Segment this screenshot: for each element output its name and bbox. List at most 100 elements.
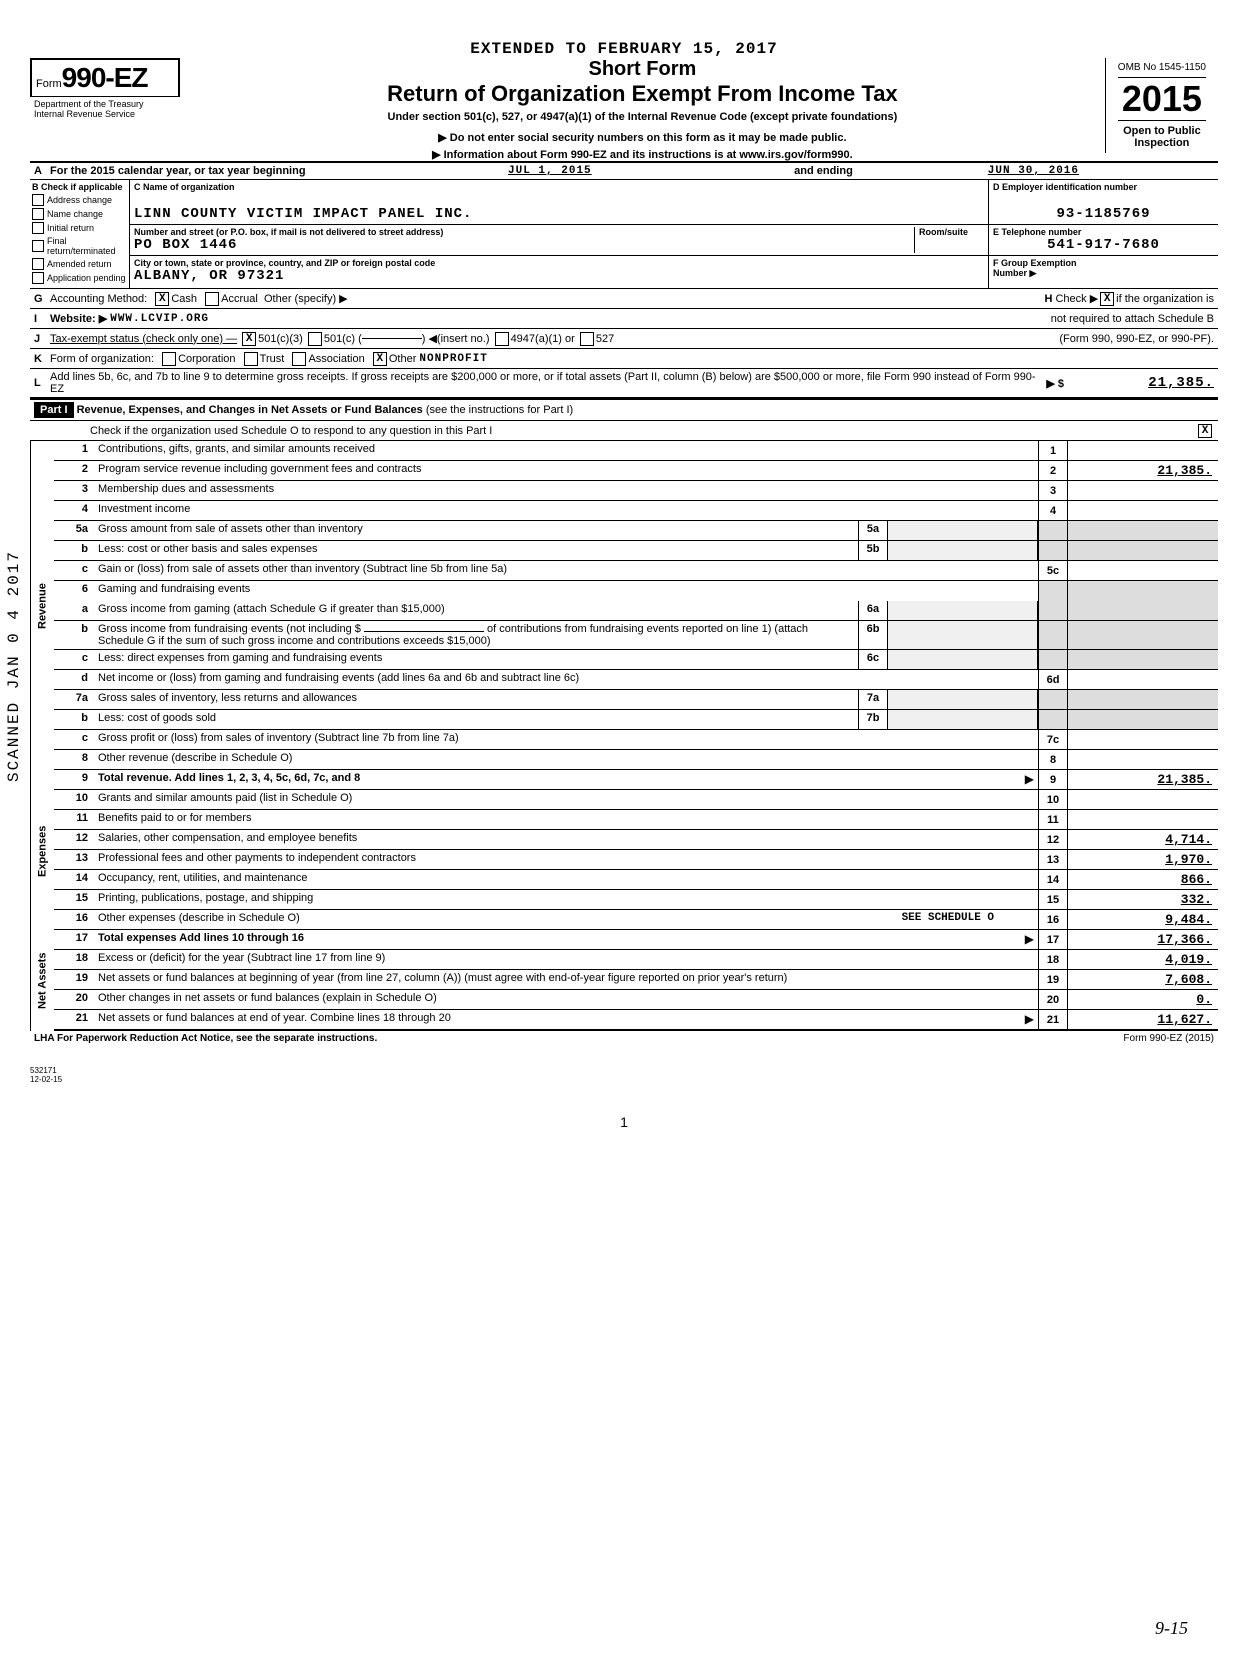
handwritten-note: 9-15 [1155,1618,1188,1639]
omb-number: OMB No 1545-1150 [1118,62,1206,78]
row-h-continued: not required to attach Schedule B [1051,313,1214,325]
extended-header: EXTENDED TO FEBRUARY 15, 2017 [30,40,1218,58]
checkbox-4947[interactable] [495,332,509,346]
addr-label: Number and street (or P.O. box, if mail … [134,227,914,237]
subtitle: Under section 501(c), 527, or 4947(a)(1)… [190,111,1095,123]
checkbox-trust[interactable] [244,352,258,366]
line-13: 13Professional fees and other payments t… [54,850,1218,870]
checkbox-accrual[interactable] [205,292,219,306]
checkbox-527[interactable] [580,332,594,346]
checkbox-501c3[interactable]: X [242,332,256,346]
line-21: 21Net assets or fund balances at end of … [54,1010,1218,1031]
line-17: 17Total expenses Add lines 10 through 16… [54,930,1218,950]
line-15: 15Printing, publications, postage, and s… [54,890,1218,910]
revenue-label: Revenue [30,441,54,771]
side-scanned-stamp: SCANNED JAN 0 4 2017 [5,550,23,782]
line-21-value: 11,627. [1068,1010,1218,1029]
row-a-label: For the 2015 calendar year, or tax year … [50,165,306,177]
line-5a: 5aGross amount from sale of assets other… [54,521,1218,541]
line-11: 11Benefits paid to or for members11 [54,810,1218,830]
line-5b: bLess: cost or other basis and sales exp… [54,541,1218,561]
line-6c: cLess: direct expenses from gaming and f… [54,650,1218,670]
line-12: 12Salaries, other compensation, and empl… [54,830,1218,850]
page-number: 1 [30,1114,1218,1130]
checkbox-cash[interactable]: X [155,292,169,306]
line-19: 19Net assets or fund balances at beginni… [54,970,1218,990]
checkbox-amended[interactable]: Amended return [32,258,127,270]
dept-block: Department of the Treasury Internal Reve… [30,96,180,121]
line-14-value: 866. [1068,870,1218,889]
form-ref: Form 990-EZ (2015) [1123,1033,1214,1044]
col-de: D Employer identification number 93-1185… [988,180,1218,288]
room-suite-label: Room/suite [914,227,984,253]
line-14: 14Occupancy, rent, utilities, and mainte… [54,870,1218,890]
part1-title: Revenue, Expenses, and Changes in Net As… [77,404,423,416]
line-18: 18Excess or (deficit) for the year (Subt… [54,950,1218,970]
ein-value: 93-1185769 [993,206,1214,222]
other-org-value: NONPROFIT [419,353,487,365]
part1-header: Part I Revenue, Expenses, and Changes in… [30,398,1218,421]
row-j: J Tax-exempt status (check only one) — X… [30,329,1218,349]
checkbox-app-pending[interactable]: Application pending [32,272,127,284]
footer: LHA For Paperwork Reduction Act Notice, … [30,1031,1218,1046]
group-exempt-number: Number ▶ [993,268,1214,279]
dept-line1: Department of the Treasury [34,99,176,109]
line-16: 16Other expenses (describe in Schedule O… [54,910,1218,930]
org-city: ALBANY, OR 97321 [134,268,984,284]
checkbox-final-return[interactable]: Final return/terminated [32,236,127,256]
row-k: K Form of organization: Corporation Trus… [30,349,1218,369]
org-name-label: C Name of organization [134,182,984,192]
form-number: 990-EZ [62,62,148,94]
tax-year-begin: JUL 1, 2015 [508,165,592,177]
row-h-text: if the organization is [1116,293,1214,305]
checkbox-address-change[interactable]: Address change [32,194,127,206]
line-6a: aGross income from gaming (attach Schedu… [54,601,1218,621]
row-a: A For the 2015 calendar year, or tax yea… [30,163,1218,180]
warn2: ▶ Information about Form 990-EZ and its … [190,148,1095,161]
line-15-value: 332. [1068,890,1218,909]
row-l: L Add lines 5b, 6c, and 7b to line 9 to … [30,369,1218,398]
line-18-value: 4,019. [1068,950,1218,969]
row-a-and: and ending [794,165,853,177]
checkbox-name-change[interactable]: Name change [32,208,127,220]
phone-label: E Telephone number [993,227,1214,237]
gross-receipts: 21,385. [1064,375,1214,391]
line-20-value: 0. [1068,990,1218,1009]
section-bc: B Check if applicable Address change Nam… [30,180,1218,289]
checkbox-schedule-o[interactable]: X [1198,424,1212,438]
line-3: 3Membership dues and assessments3 [54,481,1218,501]
line-9-value: 21,385. [1068,770,1218,789]
tax-year-end: JUN 30, 2016 [988,165,1079,177]
checkbox-other-org[interactable]: X [373,352,387,366]
public-inspection: Open to PublicInspection [1118,120,1206,149]
line-6b: bGross income from fundraising events (n… [54,621,1218,650]
checkbox-corp[interactable] [162,352,176,366]
main-title: Return of Organization Exempt From Incom… [190,81,1095,107]
checkbox-schedule-b[interactable]: X [1100,292,1114,306]
website-value: WWW.LCVIP.ORG [110,313,209,325]
ein-label: D Employer identification number [993,182,1214,192]
checkbox-initial-return[interactable]: Initial return [32,222,127,234]
lha-notice: LHA For Paperwork Reduction Act Notice, … [34,1033,377,1044]
form-grid: Revenue Expenses Net Assets 1Contributio… [30,441,1218,1031]
form-number-box: Form 990-EZ [30,58,180,96]
netassets-label: Net Assets [30,931,54,1031]
line-2-value: 21,385. [1068,461,1218,480]
line-10: 10Grants and similar amounts paid (list … [54,790,1218,810]
checkbox-501c[interactable] [308,332,322,346]
part1-check: Check if the organization used Schedule … [30,421,1218,441]
checkbox-assoc[interactable] [292,352,306,366]
line-7a: 7aGross sales of inventory, less returns… [54,690,1218,710]
line-5c: cGain or (loss) from sale of assets othe… [54,561,1218,581]
part1-note: (see the instructions for Part I) [426,404,573,416]
line-8: 8Other revenue (describe in Schedule O)8 [54,750,1218,770]
row-g-h: G Accounting Method: X Cash Accrual Othe… [30,289,1218,309]
phone-value: 541-917-7680 [993,237,1214,253]
line-7c: cGross profit or (loss) from sales of in… [54,730,1218,750]
line-16-value: 9,484. [1068,910,1218,929]
line-17-value: 17,366. [1068,930,1218,949]
line-6: 6Gaming and fundraising events [54,581,1218,601]
org-name: LINN COUNTY VICTIM IMPACT PANEL INC. [134,206,984,222]
warn1: ▶ Do not enter social security numbers o… [190,131,1095,144]
line-19-value: 7,608. [1068,970,1218,989]
